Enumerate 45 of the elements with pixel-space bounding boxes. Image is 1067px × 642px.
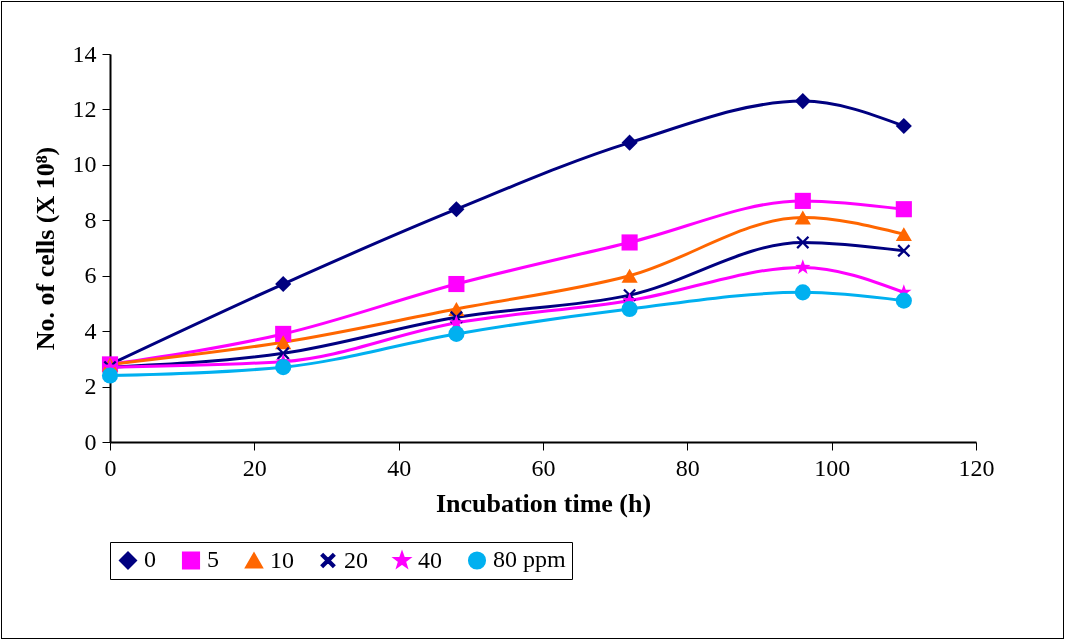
point	[794, 192, 811, 209]
x-axis-title: Incubation time (h)	[435, 488, 652, 518]
point	[895, 201, 912, 218]
x-tick-label: 120	[958, 454, 995, 481]
point	[795, 259, 811, 274]
y-axis-title: No. of cells (X 10⁸)	[30, 146, 60, 351]
point	[895, 118, 912, 135]
legend-label: 80 ppm	[493, 546, 566, 573]
x-tick-label: 40	[387, 454, 412, 481]
point	[276, 346, 290, 360]
point	[621, 268, 638, 283]
point	[895, 227, 912, 242]
x-tick-label: 80	[675, 454, 700, 481]
point	[101, 367, 119, 384]
point	[448, 325, 465, 342]
point	[796, 236, 810, 249]
point	[794, 210, 811, 225]
y-tick-label: 6	[84, 262, 97, 289]
y-tick-label: 10	[72, 151, 97, 178]
y-tick-label: 14	[72, 40, 97, 67]
point	[448, 201, 465, 218]
y-tick-label: 12	[72, 95, 97, 122]
x-tick-label: 60	[531, 454, 556, 481]
y-tick-label: 0	[84, 428, 97, 455]
legend-label: 20	[344, 546, 368, 573]
point	[621, 300, 638, 318]
legend-label: 5	[207, 546, 219, 573]
y-tick-label: 2	[84, 373, 97, 400]
point	[275, 275, 292, 293]
x-tick-label: 20	[242, 454, 267, 481]
x-tick-label: 100	[814, 454, 851, 481]
point	[794, 93, 811, 110]
legend-label: 10	[270, 546, 294, 573]
legend-label: 0	[144, 546, 156, 573]
legend-label: 40	[418, 546, 442, 573]
y-tick-label: 8	[84, 206, 97, 233]
point	[895, 292, 912, 309]
point	[794, 284, 811, 301]
point	[448, 275, 465, 293]
point	[621, 234, 638, 251]
y-tick-label: 4	[84, 317, 97, 344]
point	[621, 134, 638, 151]
x-tick-label: 0	[104, 454, 117, 481]
point	[275, 359, 292, 376]
point	[897, 244, 911, 258]
